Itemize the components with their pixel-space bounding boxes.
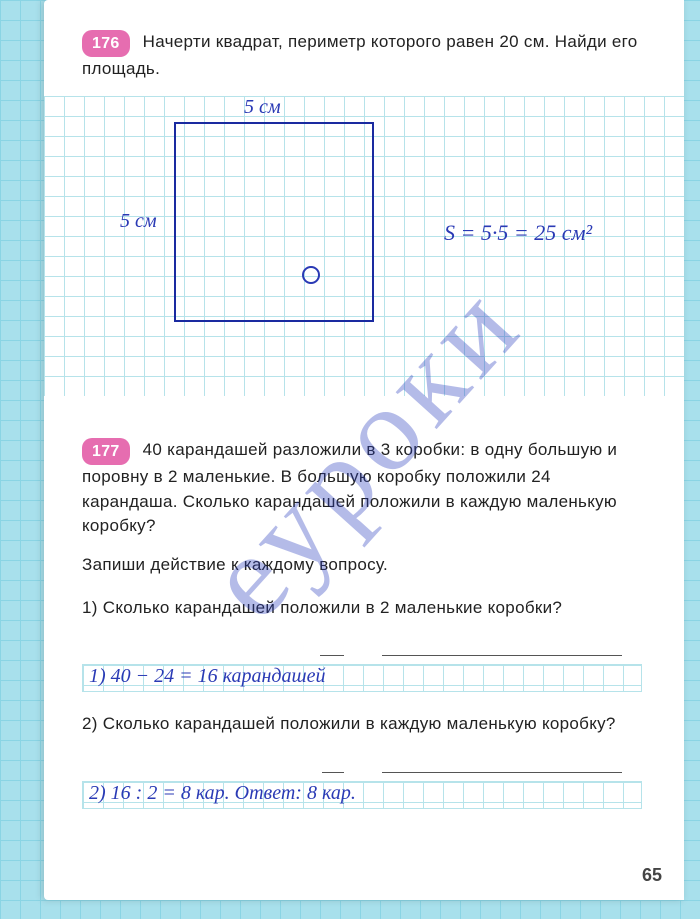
drawn-square — [174, 122, 374, 322]
question-1-label: 1) Сколько карандашей положили в 2 мален… — [82, 596, 642, 621]
problem-176-number-badge: 176 — [82, 30, 130, 57]
problem-177: 177 40 карандашей разложили в 3 коробки:… — [82, 438, 642, 809]
square-top-label: 5 см — [244, 96, 281, 119]
page-number: 65 — [642, 865, 662, 886]
problem-177-number-badge: 177 — [82, 438, 130, 465]
square-left-label: 5 см — [120, 210, 157, 233]
small-circle-mark — [302, 266, 320, 284]
area-formula: S = 5·5 = 25 см² — [444, 220, 592, 246]
answer-1-row: 1) 40 − 24 = 16 карандашей — [82, 664, 642, 692]
question-1-blank-lines — [82, 634, 642, 660]
problem-176: 176 Начерти квадрат, периметр которого р… — [82, 30, 642, 82]
problem-176-header: 176 Начерти квадрат, периметр которого р… — [82, 30, 642, 82]
problem-177-text: 40 карандашей разложили в 3 коробки: в о… — [82, 440, 617, 535]
answer-2-row: 2) 16 : 2 = 8 кар. Ответ: 8 кар. — [82, 781, 642, 809]
problem-177-header: 177 40 карандашей разложили в 3 коробки:… — [82, 438, 642, 539]
problem-176-text: Начерти квадрат, периметр которого равен… — [82, 32, 638, 78]
workbook-page: 176 Начерти квадрат, периметр которого р… — [44, 0, 684, 900]
question-2-blank-lines — [82, 751, 642, 777]
answer-1-handwriting: 1) 40 − 24 = 16 карандашей — [89, 665, 326, 688]
problem-177-instruction: Запиши действие к каждому вопросу. — [82, 553, 642, 578]
answer-2-handwriting: 2) 16 : 2 = 8 кар. Ответ: 8 кар. — [89, 782, 356, 805]
question-2-label: 2) Сколько карандашей положили в каждую … — [82, 712, 642, 737]
